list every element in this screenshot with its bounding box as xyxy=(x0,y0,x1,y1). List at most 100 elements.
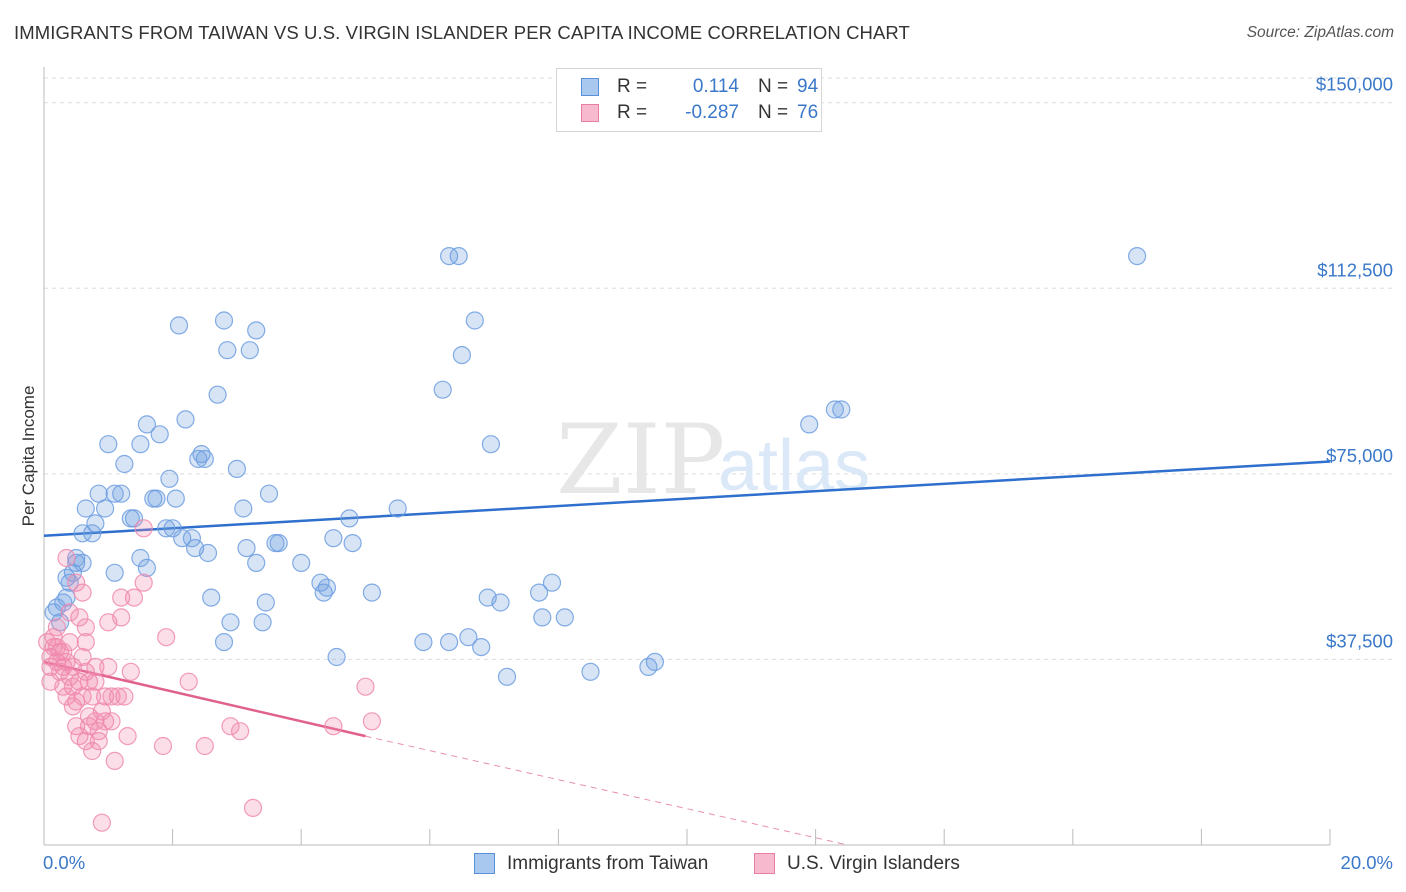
taiwan-point xyxy=(433,380,452,399)
virgin-islander-point xyxy=(124,588,144,607)
legend-n-label: N = xyxy=(758,76,789,97)
y-tick-label: $37,500 xyxy=(1326,630,1393,651)
taiwan-point xyxy=(182,529,201,548)
virgin-islander-point xyxy=(54,642,73,662)
taiwan-point xyxy=(825,400,845,419)
taiwan-point xyxy=(581,662,600,681)
virgin-islander-point xyxy=(76,731,95,751)
virgin-islander-point xyxy=(157,628,176,647)
virgin-islander-point xyxy=(54,657,73,677)
axes xyxy=(43,67,1331,846)
taiwan-point xyxy=(256,593,275,612)
virgin-islander-point xyxy=(243,798,263,818)
virgin-islander-point xyxy=(153,736,173,756)
taiwan-point xyxy=(414,632,433,652)
series-swatch-virgin-islanders xyxy=(754,853,775,874)
virgin-islander-point xyxy=(179,672,198,691)
virgin-islander-point xyxy=(83,687,102,706)
legend-swatch-taiwan xyxy=(581,78,599,96)
watermark-zip: ZIP xyxy=(556,404,725,516)
data-points xyxy=(38,247,1147,832)
virgin-islander-point xyxy=(134,519,153,538)
taiwan-point xyxy=(362,583,381,602)
virgin-islander-point xyxy=(70,608,89,627)
virgin-islander-point xyxy=(67,717,86,736)
taiwan-point xyxy=(198,543,218,563)
tick-labels: $37,500 $75,000 $112,500 $150,000 0.0% 20.0% xyxy=(43,74,1393,873)
virgin-islander-point xyxy=(89,731,108,751)
legend-r-value: -0.287 xyxy=(685,102,739,123)
taiwan-point xyxy=(105,563,124,582)
taiwan-point xyxy=(324,529,343,548)
taiwan-point xyxy=(163,519,182,538)
virgin-islander-point xyxy=(195,736,214,756)
taiwan-point xyxy=(542,573,562,592)
taiwan-point xyxy=(247,321,266,340)
taiwan-point xyxy=(340,509,359,528)
x-tick-label-max: 20.0% xyxy=(1341,852,1393,873)
taiwan-point xyxy=(1127,247,1147,266)
y-tick-label: $150,000 xyxy=(1316,74,1393,95)
taiwan-point xyxy=(54,593,73,612)
taiwan-point xyxy=(253,613,272,632)
virgin-islander-point xyxy=(102,712,121,731)
virgin-islander-point xyxy=(67,573,86,592)
chart-title: IMMIGRANTS FROM TAIWAN VS U.S. VIRGIN IS… xyxy=(14,22,910,43)
virgin-islander-trend-extension xyxy=(365,735,848,846)
taiwan-point xyxy=(208,385,227,404)
taiwan-point xyxy=(317,578,336,597)
taiwan-point xyxy=(44,603,63,622)
taiwan-point xyxy=(440,247,459,266)
trend-lines xyxy=(43,460,1331,846)
taiwan-point xyxy=(115,454,134,474)
taiwan-point xyxy=(497,667,517,686)
taiwan-point xyxy=(73,524,92,543)
taiwan-point xyxy=(137,558,156,578)
taiwan-point xyxy=(131,435,150,454)
correlation-legend: R = 0.114 N = 94 R = -0.287 N = 76 xyxy=(556,68,822,132)
y-tick-label: $112,500 xyxy=(1317,259,1393,280)
taiwan-point xyxy=(112,484,131,503)
virgin-islander-point xyxy=(99,657,118,677)
taiwan-point xyxy=(147,489,166,508)
taiwan-point xyxy=(237,538,256,558)
taiwan-point xyxy=(99,435,118,454)
series-label-taiwan: Immigrants from Taiwan xyxy=(507,853,709,874)
y-tick-label: $75,000 xyxy=(1326,445,1393,466)
series-label-virgin-islanders: U.S. Virgin Islanders xyxy=(787,853,960,874)
virgin-islander-point xyxy=(95,712,115,731)
taiwan-point xyxy=(76,499,95,518)
virgin-islander-point xyxy=(76,632,95,652)
virgin-islander-point xyxy=(115,687,134,706)
taiwan-point xyxy=(221,613,240,632)
taiwan-point xyxy=(459,628,478,647)
virgin-islander-point xyxy=(92,813,112,832)
taiwan-point xyxy=(800,415,819,434)
y-axis-label: Per Capita Income xyxy=(19,386,38,527)
virgin-islander-point xyxy=(362,712,381,731)
virgin-islander-point xyxy=(83,741,102,761)
virgin-islander-point xyxy=(60,603,79,622)
taiwan-point xyxy=(832,400,851,419)
taiwan-point xyxy=(533,608,552,627)
watermark: ZIP atlas xyxy=(556,404,870,516)
taiwan-point xyxy=(440,632,459,652)
taiwan-point xyxy=(192,445,211,464)
virgin-islander-point xyxy=(86,712,105,731)
taiwan-point xyxy=(214,311,234,330)
legend-r-label: R = xyxy=(617,102,648,123)
taiwan-point xyxy=(95,499,115,518)
taiwan-point xyxy=(214,632,234,652)
virgin-islander-point xyxy=(89,722,108,741)
virgin-islander-point xyxy=(57,687,76,706)
virgin-islander-point xyxy=(118,726,137,746)
taiwan-point xyxy=(173,529,192,548)
legend-n-label: N = xyxy=(758,102,789,123)
virgin-islander-point xyxy=(76,618,95,637)
taiwan-point xyxy=(227,459,246,478)
watermark-atlas: atlas xyxy=(718,426,870,506)
taiwan-point xyxy=(124,509,144,528)
gridlines xyxy=(44,77,1392,660)
taiwan-point xyxy=(343,533,362,553)
